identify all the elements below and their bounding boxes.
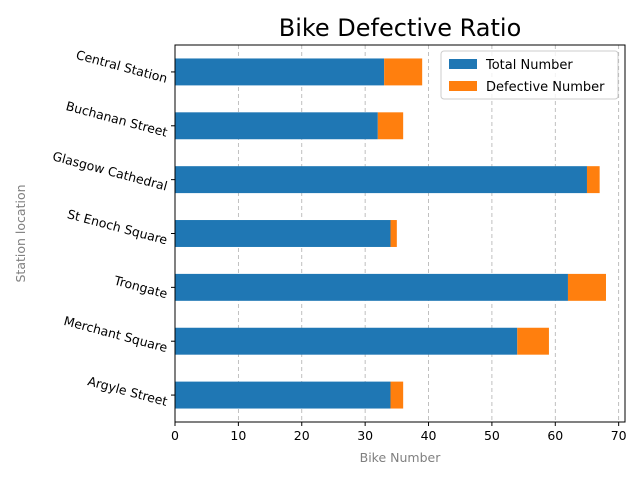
x-tick-label: 0 [171, 428, 179, 443]
legend-swatch-defective [449, 81, 477, 91]
bar-defective-number-buchanan-street [377, 112, 404, 140]
x-tick-label: 50 [484, 428, 500, 443]
bar-total-number-st-enoch-square [175, 220, 391, 247]
legend-label-total: Total Number [485, 58, 573, 73]
x-tick-label: 60 [547, 428, 563, 443]
x-axis-label: Bike Number [360, 450, 442, 465]
bar-total-number-buchanan-street [175, 112, 378, 140]
bar-total-number-merchant-square [175, 327, 518, 355]
bars [175, 58, 606, 409]
y-tick-label: Argyle Street [86, 373, 169, 409]
x-tick-label: 70 [611, 428, 627, 443]
bar-total-number-central-station [175, 58, 385, 86]
legend-box [440, 50, 619, 100]
legend-label-defective: Defective Number [486, 80, 605, 95]
y-axis-label: Station location [13, 184, 28, 282]
bar-defective-number-merchant-square [517, 327, 549, 355]
bar-total-number-trongate [175, 273, 568, 301]
x-tick-label: 30 [357, 428, 373, 443]
y-tick-label: Merchant Square [62, 313, 169, 355]
bar-defective-number-argyle-street [390, 381, 404, 409]
legend: Total Number Defective Number [440, 50, 619, 100]
y-tick-label: St Enoch Square [66, 206, 170, 247]
legend-swatch-total [449, 59, 477, 69]
x-tick-label: 20 [294, 428, 310, 443]
bar-defective-number-st-enoch-square [390, 220, 397, 247]
x-tick-label: 10 [230, 428, 246, 443]
bar-total-number-argyle-street [175, 381, 391, 409]
bar-defective-number-glasgow-cathedral [586, 166, 600, 194]
chart-title: Bike Defective Ratio [279, 14, 522, 42]
bar-total-number-glasgow-cathedral [175, 166, 587, 194]
bar-defective-number-trongate [567, 273, 606, 301]
bar-defective-number-central-station [384, 58, 423, 86]
y-tick-label: Trongate [112, 272, 170, 301]
y-tick-label: Central Station [74, 47, 169, 86]
y-tick-label: Buchanan Street [64, 98, 169, 140]
y-tick-label: Glasgow Cathedral [51, 148, 169, 193]
x-tick-label: 40 [421, 428, 437, 443]
